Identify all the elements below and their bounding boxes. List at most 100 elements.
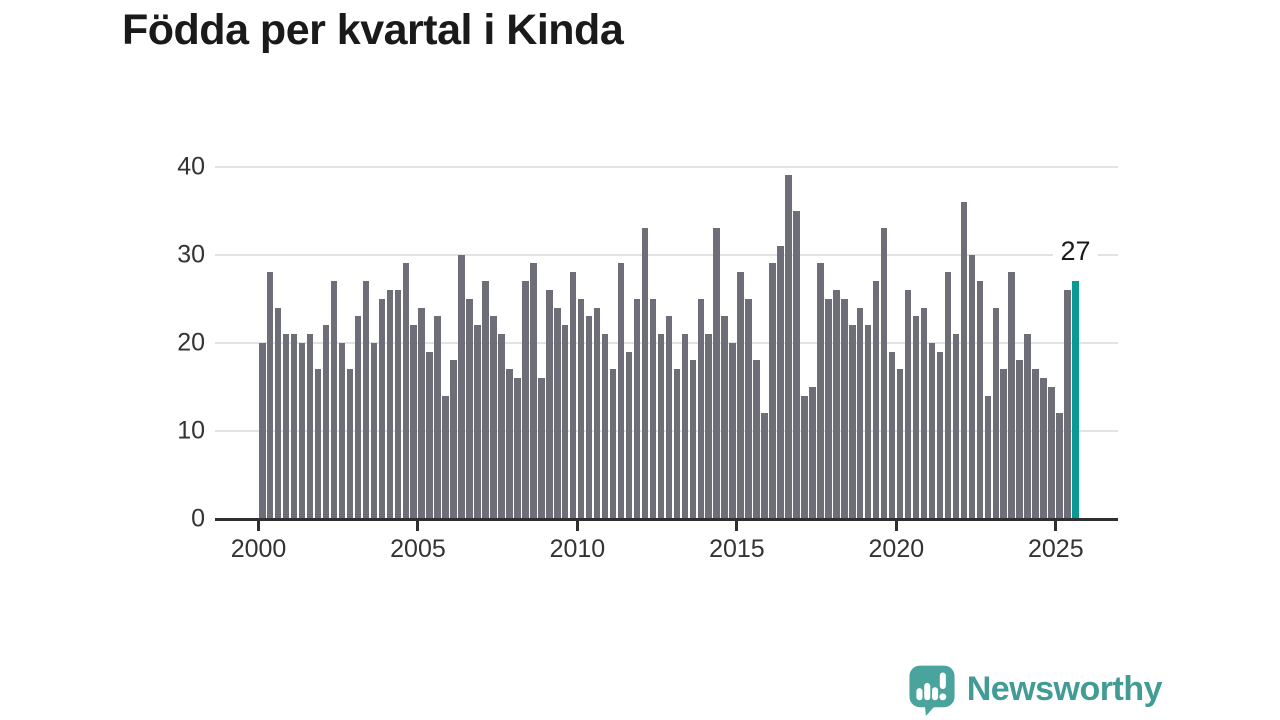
bar: [394, 289, 402, 519]
bar: [474, 325, 481, 519]
bar: [761, 413, 768, 519]
bar: [442, 395, 449, 519]
bar: [322, 325, 330, 519]
bar: [713, 228, 720, 519]
bar: [554, 307, 561, 519]
bar: [745, 298, 752, 519]
bar: [506, 369, 513, 519]
x-axis-tick: [416, 519, 420, 531]
bar: [306, 333, 314, 519]
bar: [888, 351, 896, 519]
bar: [864, 325, 872, 519]
bar: [992, 307, 1000, 519]
bar: [282, 333, 290, 519]
bar: [1064, 289, 1071, 519]
bar: [1032, 369, 1039, 519]
bar: [298, 342, 306, 519]
newsworthy-wordmark: Newsworthy: [966, 669, 1163, 708]
bar: [498, 333, 505, 519]
bar: [872, 281, 880, 519]
bar: [259, 342, 266, 519]
x-axis-tick-label: 2015: [709, 535, 765, 563]
bar: [833, 289, 840, 519]
bar: [944, 272, 952, 519]
newsworthy-logo: Newsworthy: [906, 662, 1163, 716]
x-axis-tick: [894, 519, 898, 531]
bar: [354, 316, 362, 519]
bar: [1048, 386, 1055, 519]
bar: [514, 378, 521, 519]
bar: [1016, 360, 1023, 519]
bar: [266, 272, 274, 519]
bar: [793, 210, 800, 519]
bar: [577, 298, 585, 519]
chart-title: Födda per kvartal i Kinda: [122, 6, 624, 54]
bar: [522, 281, 529, 519]
y-axis-tick-label: 10: [177, 416, 205, 445]
bar: [697, 298, 704, 519]
bar: [904, 289, 912, 519]
x-axis-tick: [575, 519, 579, 531]
bar: [841, 298, 848, 519]
bar: [569, 272, 577, 519]
bar: [274, 307, 282, 519]
highlighted-bar: [1072, 281, 1079, 519]
bar: [609, 369, 617, 519]
bar: [649, 298, 657, 519]
bar: [984, 395, 992, 519]
bar: [737, 272, 744, 519]
bar: [370, 342, 378, 519]
bar: [1000, 369, 1007, 519]
bar: [561, 325, 569, 519]
bar: [705, 333, 712, 519]
bar: [777, 245, 784, 519]
bar: [1040, 378, 1047, 519]
bar: [769, 263, 776, 519]
bar: [601, 333, 609, 519]
bar: [817, 263, 824, 519]
bar: [753, 360, 760, 519]
bar: [490, 316, 497, 519]
y-axis-tick-label: 0: [191, 504, 205, 533]
bar: [912, 316, 920, 519]
bar: [920, 307, 928, 519]
bar: [968, 254, 976, 519]
gridline: [215, 165, 1118, 168]
x-axis-tick-label: 2010: [549, 535, 606, 563]
bar: [641, 228, 649, 519]
x-axis-tick-label: 2005: [390, 535, 446, 563]
bar: [976, 281, 984, 519]
bar: [1008, 272, 1015, 519]
bar: [880, 228, 888, 519]
bar: [960, 201, 968, 519]
bar: [928, 342, 936, 519]
bar: [681, 333, 689, 519]
bar: [952, 333, 960, 519]
bar: [450, 360, 457, 519]
bar: [657, 333, 665, 519]
bar: [785, 175, 792, 519]
bar: [625, 351, 633, 519]
bar: [1056, 413, 1063, 519]
bar: [673, 369, 681, 519]
bar: [617, 263, 625, 519]
bar: [721, 316, 728, 519]
bar: [418, 307, 425, 519]
x-axis-tick-label: 2000: [230, 535, 287, 563]
bar: [434, 316, 441, 519]
bar: [378, 298, 386, 519]
bar: [689, 360, 697, 519]
x-axis-line: [215, 517, 1118, 521]
bar: [665, 316, 673, 519]
bar: [538, 378, 545, 519]
bar: [290, 333, 298, 519]
y-axis-tick-label: 20: [177, 328, 205, 357]
bar: [849, 325, 856, 519]
bar: [402, 263, 409, 519]
bar: [936, 351, 944, 519]
bar: [585, 316, 593, 519]
bar: [546, 289, 553, 519]
x-axis-tick-label: 2020: [868, 535, 925, 563]
bar: [896, 369, 904, 519]
